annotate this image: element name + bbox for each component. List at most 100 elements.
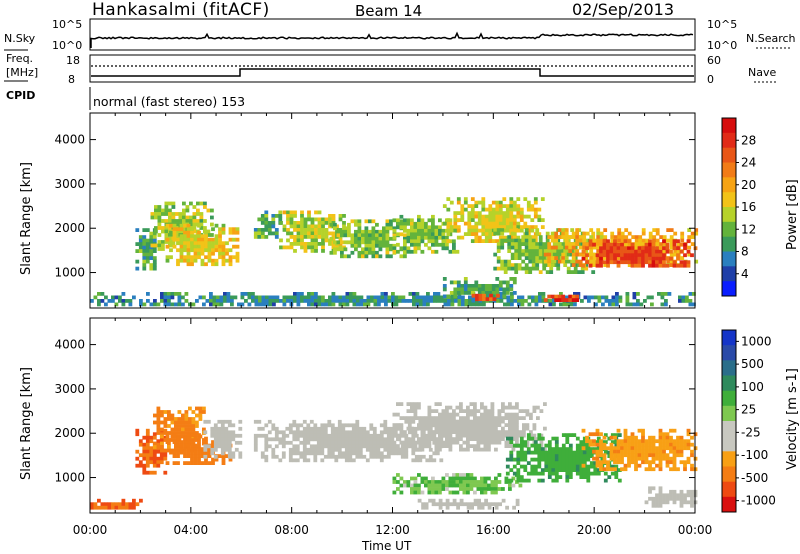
scatter-cell bbox=[132, 498, 136, 503]
scatter-cell bbox=[403, 218, 407, 223]
scatter-cell bbox=[575, 457, 580, 462]
scatter-cell bbox=[539, 409, 544, 413]
scatter-cell bbox=[193, 436, 198, 441]
scatter-cell bbox=[544, 461, 549, 465]
scatter-cell bbox=[686, 439, 691, 444]
scatter-cell bbox=[292, 447, 297, 452]
scatter-cell bbox=[323, 444, 328, 449]
scatter-cell bbox=[662, 263, 666, 268]
scatter-cell bbox=[138, 442, 143, 447]
scatter-cell bbox=[690, 496, 694, 501]
scatter-cell bbox=[163, 302, 168, 307]
scatter-cell bbox=[559, 249, 564, 253]
scatter-cell bbox=[157, 243, 162, 248]
scatter-cell bbox=[473, 426, 477, 431]
scatter-cell bbox=[627, 263, 632, 267]
scatter-cell bbox=[493, 252, 498, 257]
scatter-cell bbox=[232, 244, 236, 249]
scatter-cell bbox=[200, 461, 205, 465]
scatter-cell bbox=[578, 245, 583, 250]
scatter-cell bbox=[609, 449, 614, 454]
scatter-cell bbox=[477, 287, 482, 292]
scatter-cell bbox=[662, 453, 666, 458]
scatter-cell bbox=[584, 249, 589, 253]
scatter-cell bbox=[169, 241, 173, 246]
scatter-cell bbox=[570, 228, 575, 232]
scatter-cell bbox=[184, 410, 189, 414]
scatter-cell bbox=[533, 239, 538, 243]
scatter-cell bbox=[679, 453, 684, 458]
scatter-cell bbox=[153, 445, 157, 449]
scatter-cell bbox=[616, 263, 621, 268]
scatter-cell bbox=[175, 229, 179, 234]
scatter-cell bbox=[480, 405, 484, 410]
scatter-cell bbox=[533, 471, 538, 476]
scatter-cell bbox=[573, 302, 577, 307]
colorbar-frame bbox=[721, 329, 737, 513]
scatter-cell bbox=[344, 430, 349, 435]
scatter-cell bbox=[651, 467, 656, 472]
scatter-cell bbox=[547, 457, 552, 462]
scatter-cell bbox=[188, 302, 192, 307]
scatter-cell bbox=[272, 302, 276, 307]
scatter-cell bbox=[617, 238, 622, 243]
scatter-cell bbox=[690, 242, 695, 246]
scatter-cell bbox=[508, 426, 512, 431]
scatter-cell bbox=[470, 232, 475, 236]
scatter-cell bbox=[679, 439, 684, 444]
scatter-cell bbox=[221, 251, 226, 256]
scatter-cell bbox=[161, 240, 165, 244]
scatter-cell bbox=[427, 490, 432, 495]
scatter-cell bbox=[382, 236, 386, 241]
scatter-cell bbox=[496, 259, 501, 264]
scatter-cell bbox=[160, 434, 164, 439]
scatter-cell bbox=[427, 232, 432, 237]
scatter-cell bbox=[295, 444, 300, 449]
scatter-cell bbox=[334, 430, 339, 435]
scatter-cell bbox=[376, 444, 381, 449]
scatter-cell bbox=[641, 242, 646, 246]
scatter-cell bbox=[296, 224, 301, 229]
scatter-cell bbox=[413, 433, 418, 438]
scatter-cell bbox=[470, 204, 475, 208]
scatter-cell bbox=[505, 457, 510, 462]
scatter-cell bbox=[669, 467, 673, 472]
scatter-cell bbox=[358, 444, 363, 449]
scatter-cell bbox=[456, 502, 460, 507]
scatter-cell bbox=[441, 423, 446, 427]
scatter-cell bbox=[494, 437, 498, 441]
scatter-cell bbox=[505, 287, 510, 292]
scatter-cell bbox=[405, 299, 409, 303]
scatter-cell bbox=[588, 442, 593, 447]
scatter-cell bbox=[630, 256, 635, 261]
scatter-cell bbox=[373, 302, 378, 307]
scatter-cell bbox=[662, 246, 666, 251]
scatter-cell bbox=[385, 219, 390, 224]
scatter-cell bbox=[179, 251, 184, 256]
scatter-cell bbox=[288, 423, 293, 428]
scatter-cell bbox=[452, 416, 456, 420]
scatter-cell bbox=[174, 438, 178, 442]
scatter-cell bbox=[676, 493, 680, 498]
scatter-cell bbox=[637, 456, 642, 461]
scatter-cell bbox=[257, 217, 262, 222]
scatter-cell bbox=[526, 204, 531, 208]
scatter-cell bbox=[446, 239, 451, 243]
scatter-cell bbox=[549, 270, 554, 274]
scatter-cell bbox=[93, 295, 98, 300]
scatter-cell bbox=[627, 242, 632, 246]
scatter-cell bbox=[556, 252, 561, 257]
ytick-label: 4000 bbox=[54, 133, 85, 147]
scatter-cell bbox=[190, 237, 194, 242]
scatter-cell bbox=[662, 456, 666, 461]
scatter-cell bbox=[445, 502, 450, 507]
scatter-cell bbox=[138, 245, 143, 250]
scatter-cell bbox=[535, 266, 540, 271]
scatter-cell bbox=[172, 433, 177, 437]
scatter-cell bbox=[425, 423, 430, 428]
scatter-cell bbox=[595, 453, 600, 458]
scatter-cell bbox=[448, 440, 453, 445]
scatter-cell bbox=[203, 219, 207, 223]
scatter-cell bbox=[413, 235, 418, 240]
